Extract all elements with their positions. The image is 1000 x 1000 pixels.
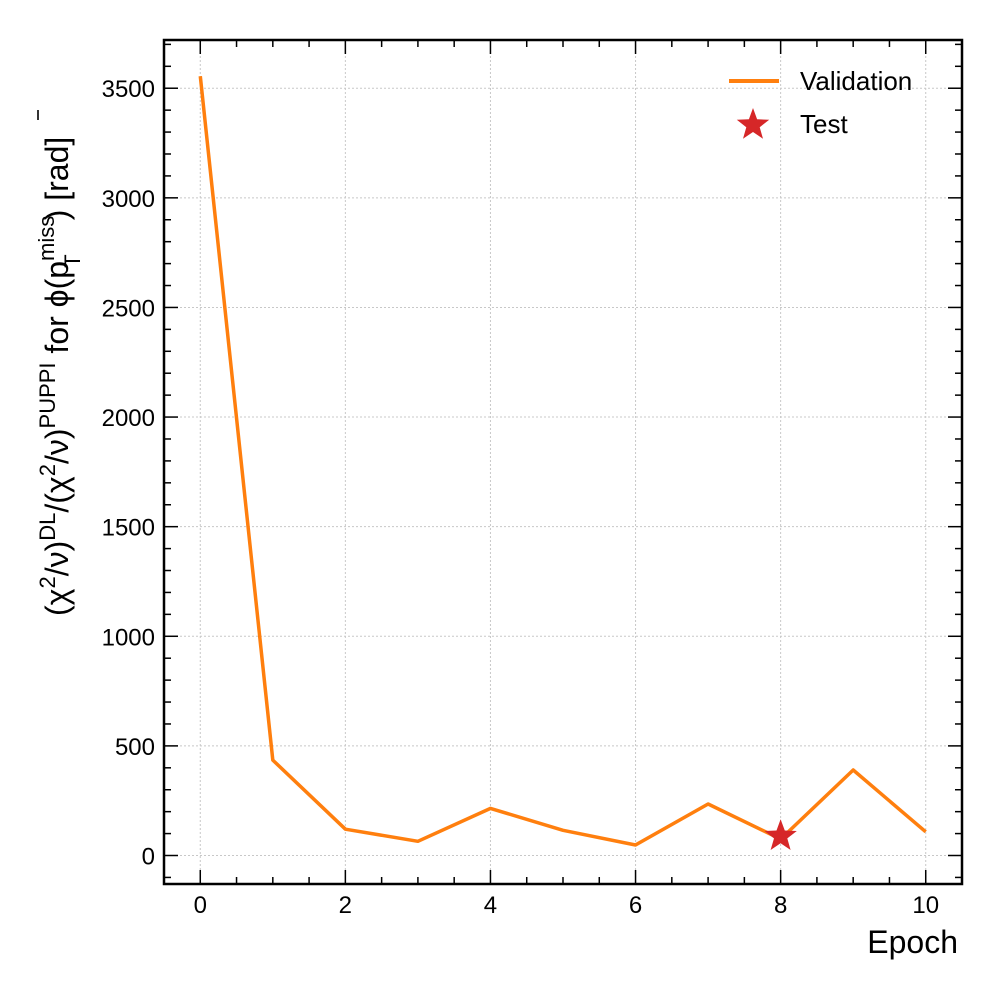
x-tick-label: 8 <box>774 892 787 919</box>
series-line-validation <box>198 76 927 847</box>
y-tick-label: 3500 <box>102 76 155 103</box>
y-tick-label: 500 <box>115 734 155 761</box>
y-tick-label: 0 <box>142 844 155 871</box>
x-tick-label: 10 <box>912 892 939 919</box>
series-layer <box>198 76 927 850</box>
svg-text:(χ2/ν)DL/(χ2/ν)PUPPI for ϕ(pmi: (χ2/ν)DL/(χ2/ν)PUPPI for ϕ(pmissT) [rad] <box>34 137 85 616</box>
x-tick-label: 2 <box>339 892 352 919</box>
y-tick-label: 2000 <box>102 405 155 432</box>
tick-labels: 0 2 4 6 8 10 0 500 1000 1500 2000 2500 3000 3500 <box>102 76 939 919</box>
y-tick-label: 3000 <box>102 186 155 213</box>
plot-frame <box>162 38 964 886</box>
grid-lines <box>164 40 962 884</box>
y-axis-label: (χ2/ν)DL/(χ2/ν)PUPPI for ϕ(pmissT) [rad] <box>34 110 85 616</box>
legend-marker-test <box>736 108 770 139</box>
legend: Validation Test <box>729 66 912 139</box>
y-tick-label: 1000 <box>102 624 155 651</box>
x-tick-label: 0 <box>194 892 207 919</box>
legend-label-validation: Validation <box>800 66 912 96</box>
x-tick-label: 4 <box>484 892 497 919</box>
legend-label-test: Test <box>800 109 848 139</box>
y-tick-label: 2500 <box>102 295 155 322</box>
x-tick-label: 6 <box>629 892 642 919</box>
x-axis-label: Epoch <box>867 924 958 960</box>
y-tick-label: 1500 <box>102 515 155 542</box>
test-point-star <box>764 819 797 850</box>
